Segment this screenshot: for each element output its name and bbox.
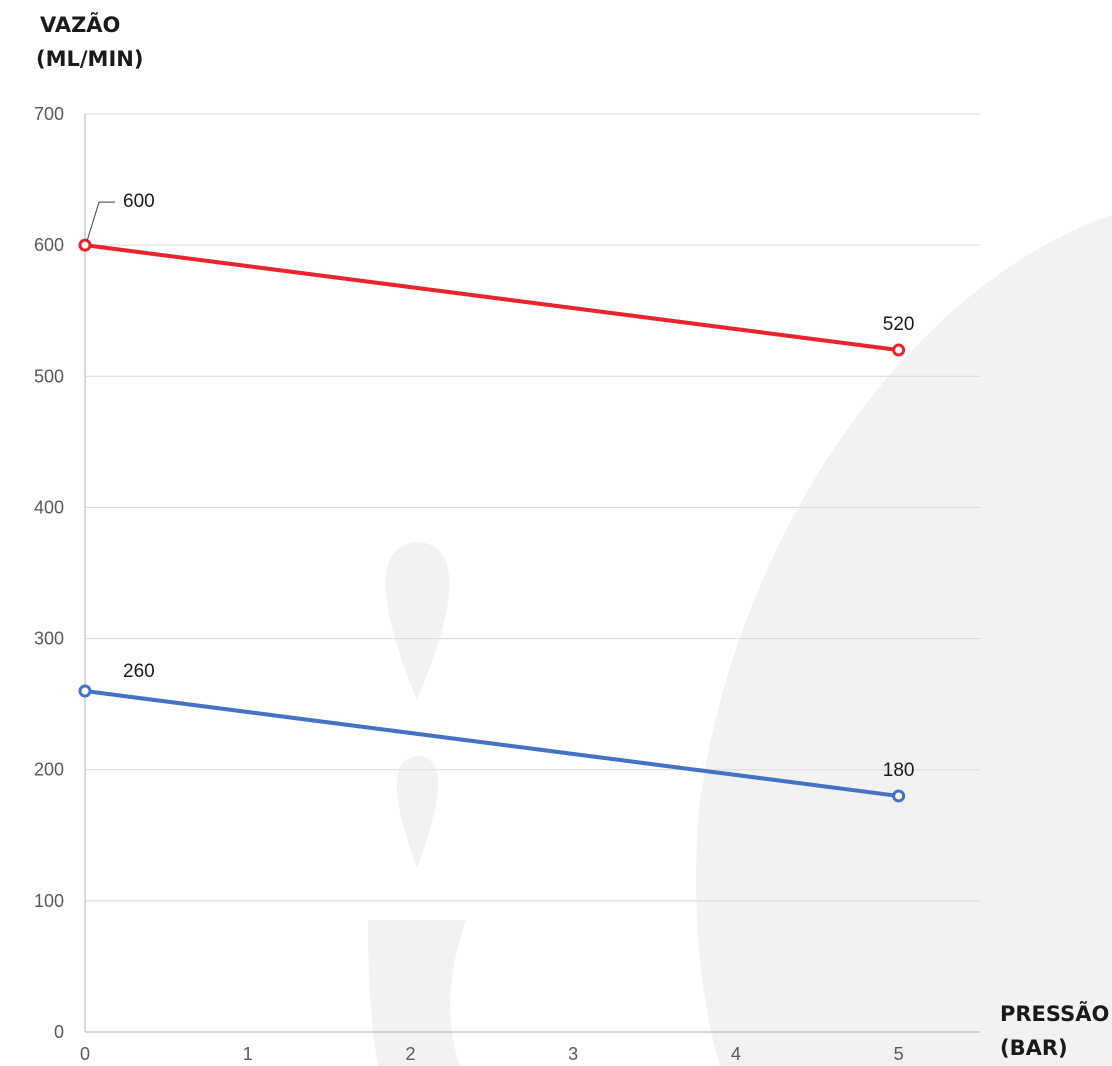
watermark bbox=[368, 215, 1112, 1066]
data-label: 260 bbox=[123, 661, 155, 682]
gridlines bbox=[85, 113, 980, 902]
y-tick-label: 400 bbox=[34, 497, 64, 517]
x-axis-title-line1: PRESSÃO bbox=[1000, 1001, 1109, 1026]
y-tick-label: 500 bbox=[34, 366, 64, 386]
y-tick-label: 300 bbox=[34, 629, 64, 649]
y-tick-label: 200 bbox=[34, 760, 64, 780]
x-tick-label: 1 bbox=[243, 1044, 253, 1064]
data-point bbox=[78, 684, 92, 698]
series-line bbox=[84, 689, 899, 798]
data-label: 600 bbox=[123, 191, 155, 212]
y-tick-label: 700 bbox=[34, 104, 64, 124]
x-tick-label: 5 bbox=[894, 1044, 904, 1064]
x-tick-label: 4 bbox=[731, 1044, 741, 1064]
axes: 0 100 200 300 400 500 600 700 0 1 2 3 4 5 bbox=[34, 104, 980, 1064]
y-tick-label: 600 bbox=[34, 235, 64, 255]
x-tick-label: 3 bbox=[568, 1044, 578, 1064]
x-tick-label: 2 bbox=[405, 1044, 415, 1064]
series-line bbox=[84, 243, 899, 353]
x-tick-label: 0 bbox=[80, 1044, 90, 1064]
axis-titles: VAZÃO (ML/MIN) PRESSÃO (BAR) bbox=[36, 12, 1109, 1060]
y-tick-label: 100 bbox=[34, 891, 64, 911]
y-tick-label: 0 bbox=[54, 1022, 64, 1042]
y-axis-title-line2: (ML/MIN) bbox=[36, 47, 143, 71]
data-point bbox=[78, 238, 92, 252]
data-point bbox=[892, 789, 906, 803]
data-point bbox=[892, 343, 906, 357]
y-axis-title-line1: VAZÃO bbox=[40, 12, 120, 37]
series-layer: 600 520 260 180 bbox=[78, 191, 915, 803]
leader-line bbox=[86, 201, 115, 242]
data-label: 180 bbox=[883, 760, 915, 781]
x-axis-title-line2: (BAR) bbox=[1000, 1036, 1068, 1060]
data-label: 520 bbox=[883, 314, 915, 335]
